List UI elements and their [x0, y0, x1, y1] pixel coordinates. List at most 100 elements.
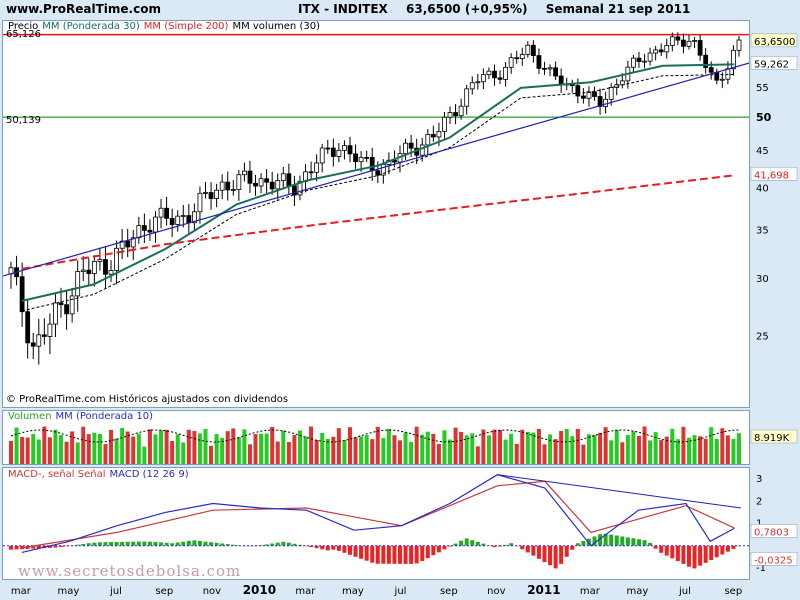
volume-bar: [53, 429, 58, 464]
macd-histogram-bar: [153, 542, 158, 546]
candle: [175, 215, 181, 225]
candle: [442, 116, 447, 132]
candle: [69, 295, 75, 315]
macd-histogram-bar: [9, 545, 13, 550]
macd-histogram-bar: [464, 538, 469, 546]
volume-bar: [36, 439, 41, 464]
volume-bar: [664, 436, 669, 464]
volume-bar: [342, 440, 347, 464]
price-legend: Precio MM (Ponderada 30) MM (Simple 200) MM…: [8, 21, 324, 32]
price-change-label: 63,6500 (+0,95%): [406, 2, 528, 16]
volume-bar: [164, 429, 169, 464]
macd-trend-line: [497, 474, 742, 509]
candle: [664, 45, 670, 53]
candle: [675, 36, 681, 41]
volume-bar: [264, 433, 269, 464]
price-tag-box: [750, 33, 798, 48]
price-panel[interactable]: Precio MM (Ponderada 30) MM (Simple 200) MM…: [2, 20, 750, 408]
volume-bar: [720, 428, 725, 464]
macd-panel[interactable]: MACD-, señal Señal MACD (12 26 9): [2, 467, 750, 580]
hist-tag-box: [750, 552, 798, 566]
volume-bar: [147, 429, 152, 464]
macd-histogram-bar: [292, 543, 297, 546]
macd-histogram-bar: [314, 545, 319, 549]
candle: [264, 178, 270, 183]
volume-bar: [703, 438, 708, 464]
macd-histogram-bar: [125, 541, 130, 546]
volume-bar: [75, 442, 80, 464]
volume-bar: [364, 435, 369, 464]
macd-histogram-bar: [247, 545, 252, 547]
price-tick-label: 40: [756, 183, 769, 194]
candle: [364, 157, 370, 159]
volume-bar: [136, 433, 141, 464]
candle: [30, 342, 36, 347]
candle: [425, 134, 431, 146]
macd-histogram-bar: [592, 536, 597, 546]
candle: [292, 185, 297, 196]
candle: [553, 67, 559, 77]
ticker-label: ITX - INDITEX: [298, 2, 388, 16]
macd-histogram-bar: [220, 543, 225, 546]
ma-weighted-line: [21, 63, 735, 302]
candle: [608, 87, 614, 100]
macd-histogram-bar: [197, 540, 202, 546]
macd-histogram-bar: [181, 541, 186, 546]
volume-bar: [648, 440, 653, 464]
macd-histogram-bar: [303, 545, 308, 547]
candle: [575, 85, 581, 97]
watermark: www.secretosdebolsa.com: [18, 562, 242, 580]
macd-histogram-bar: [720, 545, 725, 555]
site-name: www.ProRealTime.com: [6, 2, 161, 16]
macd-histogram-bar: [159, 542, 164, 546]
macd-histogram-bar: [620, 536, 625, 546]
macd-histogram-bar: [636, 539, 641, 546]
macd-histogram-bar: [59, 545, 64, 547]
candle: [219, 181, 225, 191]
candle: [669, 36, 675, 46]
macd-histogram-bar: [659, 545, 664, 553]
volume-bar: [725, 435, 730, 464]
macd-histogram-bar: [225, 544, 230, 546]
candle: [230, 189, 236, 191]
candle: [258, 178, 264, 187]
macd-histogram-bar: [309, 545, 314, 548]
volume-bar: [559, 430, 564, 464]
candle: [708, 67, 714, 73]
volume-bar: [47, 437, 52, 464]
macd-histogram-bar: [531, 545, 536, 556]
volume-bar: [375, 426, 380, 464]
candle: [319, 147, 325, 164]
volume-bar: [370, 439, 375, 464]
candle: [147, 229, 153, 233]
candle: [731, 49, 736, 70]
time-tick-label: 2011: [527, 583, 560, 597]
volume-bar: [570, 436, 575, 464]
candle: [503, 66, 508, 80]
volume-bar: [175, 434, 180, 464]
macd-histogram-bar: [481, 543, 486, 546]
macd-tick-label: 1: [756, 519, 762, 530]
ma-simple-line: [21, 174, 735, 270]
volume-bar: [620, 442, 625, 464]
macd-histogram-bar: [375, 545, 380, 564]
macd-histogram-bar: [286, 542, 291, 546]
period-label: Semanal 21 sep 2011: [545, 2, 691, 16]
legend-macd: MACD (12 26 9): [109, 469, 189, 480]
macd-histogram-bar: [86, 543, 91, 546]
volume-bar: [114, 438, 119, 464]
volume-bar: [598, 433, 603, 464]
volume-panel[interactable]: Volumen MM (Ponderada 10): [2, 410, 750, 465]
candle: [436, 131, 442, 138]
macd-histogram-bar: [436, 545, 441, 553]
macd-histogram-bar: [642, 540, 647, 546]
candle: [130, 237, 136, 248]
candle: [586, 91, 592, 99]
volume-bar: [325, 438, 330, 464]
volume-bar: [314, 439, 319, 464]
volume-bar: [259, 433, 264, 464]
candle: [64, 304, 69, 315]
volume-bar: [392, 435, 397, 464]
volume-bar: [203, 429, 208, 464]
macd-histogram-bar: [425, 545, 430, 559]
